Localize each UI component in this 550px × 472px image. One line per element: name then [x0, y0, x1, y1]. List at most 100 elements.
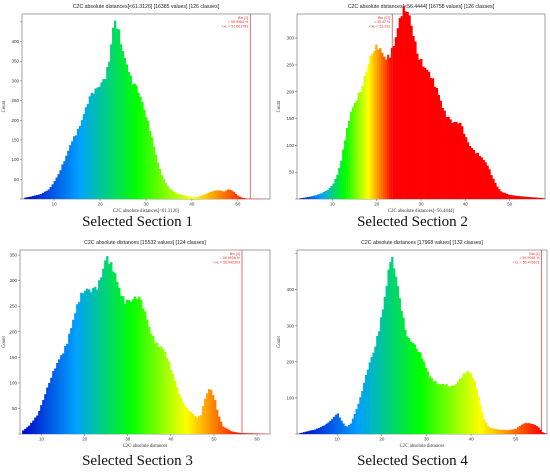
histogram-bar [162, 178, 166, 199]
histogram-bar [329, 420, 332, 434]
cursor-marker-label: Bin [1] = 99.9964 % <xL = 52.661799 [221, 16, 249, 28]
histogram-bar [398, 298, 401, 434]
chart-caption-3: Selected Section 3 [82, 453, 193, 469]
histogram-bar [476, 152, 480, 199]
histogram-bar [51, 184, 54, 199]
histogram-bar [208, 389, 211, 434]
histogram-bar [188, 196, 191, 199]
histogram-bar [24, 197, 27, 199]
histogram-bar [57, 174, 60, 199]
histogram-bar [394, 37, 398, 200]
histogram-bar [166, 185, 169, 199]
histogram-bar [143, 109, 146, 199]
histogram-bar [429, 78, 433, 199]
histogram-bar [334, 414, 338, 434]
histogram-bar [427, 71, 431, 199]
histogram-bar [246, 433, 249, 434]
histogram-bar [327, 422, 330, 434]
histogram-bar [344, 425, 347, 434]
histogram-bar [76, 128, 80, 199]
histogram-bar [58, 359, 61, 434]
histogram-bar [357, 92, 361, 199]
histogram-bar [435, 87, 439, 199]
histogram-bar [224, 427, 227, 434]
histogram-bar [383, 56, 386, 199]
x-tick-label: 10 [39, 437, 45, 442]
histogram-bar [142, 308, 145, 434]
x-axis-label: C2C absolute distances [400, 444, 445, 449]
histogram-bar [158, 169, 162, 199]
histogram-bar [392, 46, 396, 200]
chart-panel-3: C2C absolute distances [15532 values] [1… [0, 236, 275, 472]
histogram-bar [108, 61, 111, 200]
histogram-bar [211, 191, 214, 199]
histogram-bar [543, 432, 546, 434]
bars-group [22, 256, 271, 434]
histogram-bar [217, 190, 220, 199]
histogram-chart-3: C2C absolute distances [15532 values] [1… [2, 240, 271, 449]
histogram-bar [459, 122, 462, 199]
x-tick-label: 50 [211, 437, 217, 442]
histogram-bar [371, 53, 374, 199]
histogram-bar [456, 381, 460, 434]
histogram-bar [240, 197, 244, 199]
histogram-bar [518, 425, 522, 434]
x-tick-label: 10 [52, 202, 58, 207]
histogram-bar [342, 149, 345, 199]
histogram-bar [54, 368, 57, 434]
histogram-bar [128, 300, 131, 434]
histogram-bar [537, 427, 540, 434]
histogram-bar [482, 159, 485, 199]
y-axis-label: Count [2, 335, 7, 347]
histogram-bar [430, 377, 433, 434]
x-axis-label: C2C absolute distances[<56.4444] [388, 209, 455, 214]
histogram-bar [417, 352, 420, 434]
histogram-bar [527, 196, 530, 199]
histogram-bar [62, 353, 65, 434]
y-tick-label: 50 [14, 177, 20, 182]
histogram-bar [481, 412, 484, 434]
histogram-bar [537, 197, 540, 199]
histogram-bar [170, 369, 173, 434]
histogram-bar [67, 150, 70, 199]
histogram-bar [117, 29, 121, 200]
x-tick-label: 60 [255, 437, 261, 442]
histogram-bar [108, 263, 111, 434]
histogram-bar [94, 88, 97, 199]
histogram-bar [194, 416, 197, 434]
histogram-bar [451, 122, 454, 199]
histogram-bar [500, 191, 503, 199]
histogram-bar [336, 174, 339, 199]
y-tick-label: 400 [286, 287, 294, 292]
histogram-bar [204, 398, 207, 434]
y-tick-label: 100 [9, 380, 17, 385]
histogram-bar [519, 196, 522, 199]
y-tick-label: 200 [286, 89, 294, 94]
histogram-bar [505, 430, 508, 434]
chart-caption-1: Selected Section 1 [82, 214, 193, 230]
histogram-bar [462, 373, 465, 434]
x-tick-label: 10 [330, 202, 336, 207]
histogram-bar [385, 285, 388, 434]
histogram-bar [37, 194, 41, 199]
histogram-bar [52, 371, 55, 434]
chart-title: C2C absolute distances [17968 values] [1… [361, 240, 483, 246]
histogram-bar [447, 116, 450, 199]
histogram-bar [386, 54, 390, 200]
histogram-bar [421, 358, 424, 434]
histogram-bar [377, 49, 380, 199]
histogram-bar [156, 342, 159, 434]
histogram-bar [406, 12, 409, 199]
histogram-bar [453, 385, 456, 434]
histogram-bar [186, 407, 189, 434]
histogram-bar [49, 186, 52, 199]
cursor-marker-label-line: <xL = 52.661799 [221, 24, 248, 28]
histogram-bar [123, 57, 127, 199]
histogram-bar [468, 372, 471, 434]
histogram-bar [176, 387, 179, 434]
y-tick-label: 350 [11, 59, 19, 64]
histogram-bar [104, 79, 107, 199]
histogram-bar [529, 197, 532, 199]
histogram-bar [308, 196, 312, 199]
histogram-bar [43, 191, 47, 199]
